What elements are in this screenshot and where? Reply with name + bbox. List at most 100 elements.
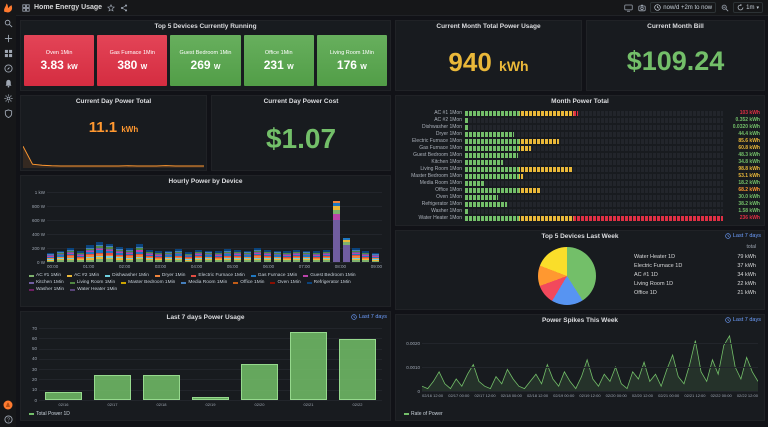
- dashboard-title[interactable]: Home Energy Usage: [34, 4, 103, 11]
- help-icon[interactable]: ?: [0, 412, 16, 427]
- gauge-row[interactable]: Electric Furnace 1Mon 85.6 kWh: [400, 138, 760, 144]
- grafana-logo[interactable]: [0, 0, 16, 16]
- gauge-row[interactable]: Media Room 1Mon 18.2 kWh: [400, 180, 760, 186]
- panel-title[interactable]: Current Month Bill: [647, 23, 704, 30]
- pie-chart[interactable]: [538, 247, 596, 305]
- gauge-row[interactable]: Refrigerator 1Mon 38.2 kWh: [400, 201, 760, 207]
- legend-item[interactable]: AC #2 1Min: [67, 273, 99, 278]
- legend-item[interactable]: Oven 1Min: [270, 280, 301, 285]
- stacked-bar[interactable]: [362, 251, 370, 262]
- stacked-bar[interactable]: [283, 251, 291, 262]
- stacked-bar[interactable]: [244, 250, 252, 262]
- stacked-bar[interactable]: [96, 242, 104, 262]
- plus-icon[interactable]: [0, 31, 16, 46]
- stacked-bar[interactable]: [372, 252, 380, 262]
- legend-item[interactable]: Guest Bedroom 1Min: [303, 273, 356, 278]
- stacked-bar[interactable]: [352, 248, 360, 262]
- stat-tile[interactable]: Gas Furnace 1Min 380 W: [97, 35, 168, 86]
- snapshot-icon[interactable]: [637, 3, 646, 12]
- panel-title[interactable]: Current Day Power Total: [75, 98, 152, 105]
- pie-legend-row[interactable]: Water Heater 1D 79 kWh: [634, 252, 756, 261]
- panel-title[interactable]: Power Spikes This Week: [541, 317, 619, 324]
- bar[interactable]: [44, 391, 83, 400]
- shield-icon[interactable]: [0, 106, 16, 121]
- panel-title[interactable]: Current Day Power Cost: [263, 98, 339, 105]
- gauge-row[interactable]: AC #1 1Mon 103 kWh: [400, 110, 760, 116]
- stat-tile[interactable]: Guest Bedroom 1Min 269 W: [170, 35, 241, 86]
- stacked-bar[interactable]: [165, 250, 173, 262]
- bar[interactable]: [191, 396, 230, 400]
- zoom-out-icon[interactable]: [720, 3, 729, 12]
- panel-title[interactable]: Top 5 Devices Last Week: [541, 233, 619, 240]
- stacked-bar[interactable]: [332, 201, 340, 262]
- panel-title[interactable]: Last 7 days Power Usage: [166, 314, 245, 321]
- pie-legend-row[interactable]: AC #1 1D 34 kWh: [634, 270, 756, 279]
- alerting-icon[interactable]: [0, 76, 16, 91]
- legend-item[interactable]: Washer 1Min: [29, 287, 64, 292]
- legend-item[interactable]: Dishwasher 1Min: [105, 273, 149, 278]
- stacked-bar[interactable]: [303, 250, 311, 262]
- legend-item[interactable]: Electric Furnace 1Min: [191, 273, 245, 278]
- gauge-row[interactable]: Water Heater 1Mon 236 kWh: [400, 215, 760, 221]
- legend-item[interactable]: Refrigerator 1Min: [306, 280, 351, 285]
- stacked-bar[interactable]: [224, 249, 232, 262]
- legend-item[interactable]: Living Room 1Min: [69, 280, 115, 285]
- legend-label[interactable]: Rate of Power: [411, 411, 443, 417]
- refresh-picker[interactable]: 1m ▾: [733, 2, 763, 13]
- stacked-bar[interactable]: [273, 250, 281, 262]
- gauge-row[interactable]: Office 1Mon 68.2 kWh: [400, 187, 760, 193]
- legend-item[interactable]: Water Heater 1Min: [70, 287, 117, 292]
- stacked-bar[interactable]: [125, 248, 133, 262]
- bar[interactable]: [93, 375, 132, 400]
- stacked-bar[interactable]: [184, 252, 193, 262]
- stat-tile[interactable]: Office 1Min 231 W: [243, 35, 314, 86]
- tv-icon[interactable]: [624, 3, 633, 12]
- legend-item[interactable]: Office 1Min: [233, 280, 264, 285]
- stat-tile[interactable]: Living Room 1Min 176 W: [316, 35, 388, 86]
- gauge-row[interactable]: Guest Bedroom 1Mon 48.3 kWh: [400, 152, 760, 158]
- gauge-row[interactable]: Washer 1Mon 1.58 kWh: [400, 208, 760, 214]
- stacked-bar[interactable]: [204, 250, 212, 262]
- gauge-row[interactable]: Kitchen 1Mon 34.8 kWh: [400, 159, 760, 165]
- stacked-bar[interactable]: [263, 249, 271, 262]
- bar[interactable]: [338, 339, 377, 400]
- dashboards-icon[interactable]: [0, 46, 16, 61]
- stacked-bar[interactable]: [155, 251, 163, 262]
- bar[interactable]: [240, 364, 279, 400]
- legend-item[interactable]: Dryer 1Min: [154, 273, 185, 278]
- stacked-bar[interactable]: [56, 250, 64, 262]
- stacked-bar[interactable]: [194, 249, 202, 262]
- stacked-bar[interactable]: [322, 249, 330, 262]
- stacked-bar[interactable]: [135, 244, 143, 262]
- gauge-row[interactable]: Dryer 1Mon 44.4 kWh: [400, 131, 760, 137]
- legend-label[interactable]: Total Power 1D: [36, 411, 70, 417]
- stat-tile[interactable]: Oven 1Min 3.83 kW: [24, 35, 95, 86]
- pie-legend-row[interactable]: Office 1D 21 kWh: [634, 288, 756, 297]
- legend-item[interactable]: Kitchen 1Min: [29, 280, 64, 285]
- share-icon[interactable]: [119, 3, 128, 12]
- stacked-bar[interactable]: [76, 251, 84, 262]
- gauge-row[interactable]: Living Room 1Mon 98.8 kWh: [400, 166, 760, 172]
- stacked-bar[interactable]: [253, 248, 261, 262]
- gauge-row[interactable]: Gas Furnace 1Mon 60.8 kWh: [400, 145, 760, 151]
- settings-gear-icon[interactable]: [0, 91, 16, 106]
- legend-item[interactable]: AC #1 1Min: [29, 273, 61, 278]
- stacked-bar[interactable]: [86, 245, 94, 262]
- bar[interactable]: [142, 375, 181, 400]
- time-range-picker[interactable]: now/d +2m to now: [650, 2, 717, 13]
- explore-icon[interactable]: [0, 61, 16, 76]
- gauge-row[interactable]: Master Bedroom 1Mon 53.1 kWh: [400, 173, 760, 179]
- stacked-bar[interactable]: [106, 243, 114, 262]
- stacked-bar[interactable]: [214, 251, 222, 262]
- gauge-row[interactable]: Oven 1Mon 30.0 kWh: [400, 194, 760, 200]
- stacked-bar[interactable]: [313, 251, 321, 262]
- gauge-row[interactable]: Dishwasher 1Mon 0.0320 kWh: [400, 124, 760, 130]
- stacked-bar[interactable]: [342, 237, 350, 262]
- legend-item[interactable]: Master Bedroom 1Min: [121, 280, 175, 285]
- pie-legend-row[interactable]: Electric Furnace 1D 37 kWh: [634, 261, 756, 270]
- time-shortcut-link[interactable]: Last 7 days: [725, 233, 761, 239]
- search-icon[interactable]: [0, 16, 16, 31]
- user-avatar[interactable]: [0, 397, 16, 412]
- legend-item[interactable]: Gas Furnace 1Min: [250, 273, 297, 278]
- stacked-bar[interactable]: [175, 249, 183, 262]
